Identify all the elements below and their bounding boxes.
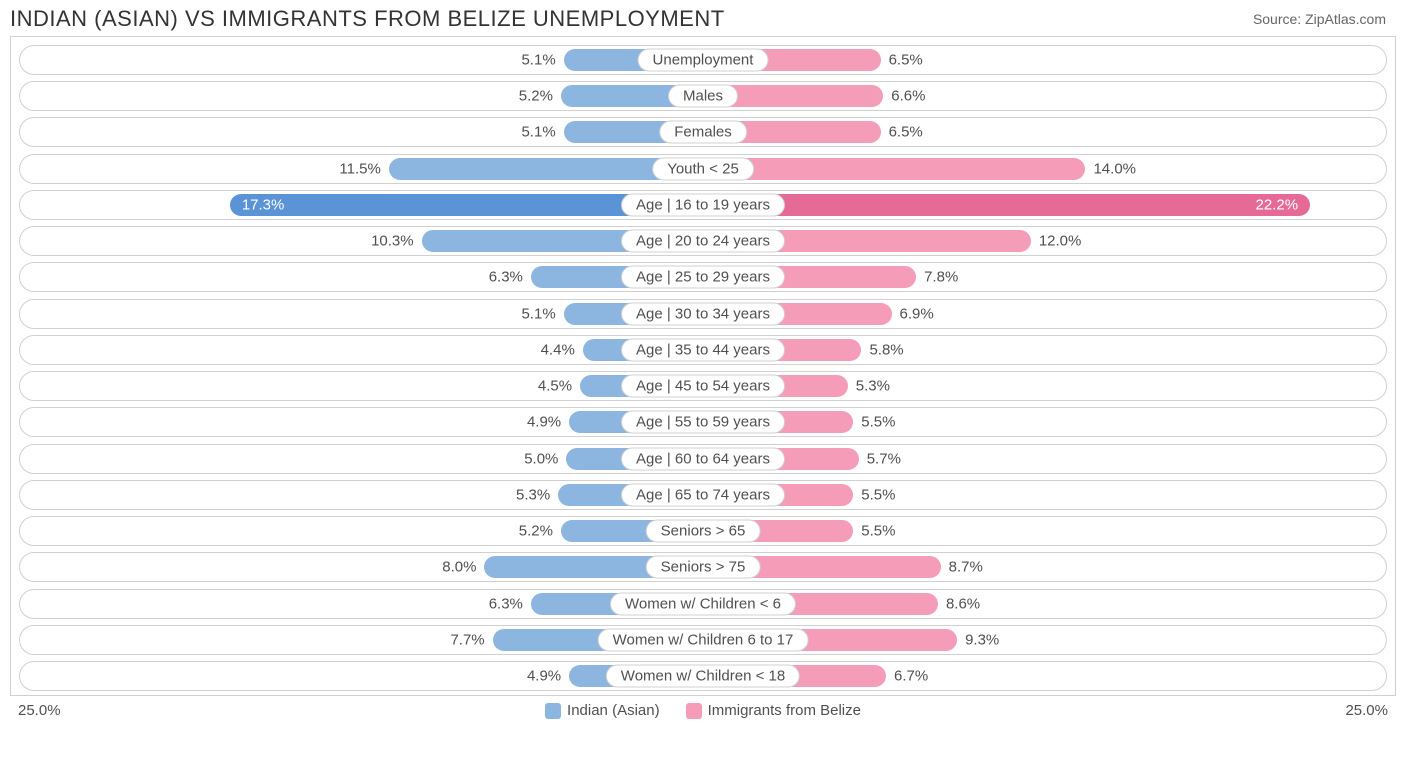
value-left: 4.9% [527,667,561,684]
chart-row: 5.1% 6.9% Age | 30 to 34 years [19,299,1387,329]
chart-title: INDIAN (ASIAN) VS IMMIGRANTS FROM BELIZE… [10,6,725,32]
value-left: 5.0% [524,450,558,467]
value-right: 6.5% [889,52,923,69]
chart-area: 5.1% 6.5% Unemployment 5.2% 6.6% Males 5.1% 6.5… [10,36,1396,696]
value-left: 4.4% [541,341,575,358]
row-label: Age | 30 to 34 years [621,302,785,325]
value-right: 5.8% [869,341,903,358]
bar-right [703,158,1085,180]
row-label: Males [668,85,738,108]
chart-row: 6.3% 8.6% Women w/ Children < 6 [19,589,1387,619]
row-label: Youth < 25 [652,157,754,180]
row-label: Age | 25 to 29 years [621,266,785,289]
chart-row: 4.4% 5.8% Age | 35 to 44 years [19,335,1387,365]
legend-swatch-right [686,703,702,719]
value-left: 6.3% [489,595,523,612]
chart-row: 17.3% 22.2% Age | 16 to 19 years [19,190,1387,220]
value-left: 11.5% [339,160,380,177]
value-left: 5.3% [516,486,550,503]
chart-row: 11.5% 14.0% Youth < 25 [19,154,1387,184]
legend: Indian (Asian) Immigrants from Belize [545,702,861,719]
chart-row: 4.5% 5.3% Age | 45 to 54 years [19,371,1387,401]
value-right: 5.5% [861,486,895,503]
value-left: 10.3% [371,233,414,250]
legend-label-left: Indian (Asian) [567,702,660,719]
value-right: 5.7% [867,450,901,467]
value-left: 5.1% [521,305,555,322]
value-left: 7.7% [450,631,484,648]
value-right: 22.2% [1256,196,1299,213]
chart-row: 5.1% 6.5% Unemployment [19,45,1387,75]
row-label: Seniors > 75 [646,556,761,579]
row-label: Age | 16 to 19 years [621,193,785,216]
chart-header: INDIAN (ASIAN) VS IMMIGRANTS FROM BELIZE… [0,0,1406,36]
value-left: 4.5% [538,378,572,395]
value-right: 5.3% [856,378,890,395]
axis-right-max: 25.0% [1345,702,1388,719]
value-left: 4.9% [527,414,561,431]
value-right: 7.8% [924,269,958,286]
legend-label-right: Immigrants from Belize [708,702,861,719]
value-left: 17.3% [242,196,285,213]
row-label: Females [659,121,747,144]
chart-row: 10.3% 12.0% Age | 20 to 24 years [19,226,1387,256]
value-left: 5.1% [521,52,555,69]
legend-swatch-left [545,703,561,719]
row-label: Age | 55 to 59 years [621,411,785,434]
legend-item-left: Indian (Asian) [545,702,660,719]
value-right: 6.7% [894,667,928,684]
chart-row: 4.9% 6.7% Women w/ Children < 18 [19,661,1387,691]
chart-row: 6.3% 7.8% Age | 25 to 29 years [19,262,1387,292]
row-label: Unemployment [638,49,769,72]
bar-right [703,194,1310,216]
row-label: Women w/ Children < 18 [606,664,800,687]
row-label: Age | 20 to 24 years [621,230,785,253]
chart-footer: 25.0% Indian (Asian) Immigrants from Bel… [0,696,1406,719]
row-label: Age | 45 to 54 years [621,375,785,398]
row-label: Age | 60 to 64 years [621,447,785,470]
legend-item-right: Immigrants from Belize [686,702,861,719]
chart-row: 5.2% 6.6% Males [19,81,1387,111]
value-left: 5.2% [519,88,553,105]
value-right: 6.5% [889,124,923,141]
chart-row: 4.9% 5.5% Age | 55 to 59 years [19,407,1387,437]
chart-row: 7.7% 9.3% Women w/ Children 6 to 17 [19,625,1387,655]
value-right: 12.0% [1039,233,1082,250]
value-left: 5.1% [521,124,555,141]
axis-left-max: 25.0% [18,702,61,719]
row-label: Age | 35 to 44 years [621,338,785,361]
chart-source: Source: ZipAtlas.com [1253,11,1386,27]
value-left: 5.2% [519,523,553,540]
value-right: 5.5% [861,523,895,540]
row-label: Age | 65 to 74 years [621,483,785,506]
chart-row: 5.2% 5.5% Seniors > 65 [19,516,1387,546]
chart-row: 5.0% 5.7% Age | 60 to 64 years [19,444,1387,474]
value-right: 6.6% [891,88,925,105]
row-label: Women w/ Children 6 to 17 [598,628,809,651]
value-right: 14.0% [1093,160,1136,177]
value-right: 9.3% [965,631,999,648]
row-label: Women w/ Children < 6 [610,592,796,615]
chart-row: 8.0% 8.7% Seniors > 75 [19,552,1387,582]
row-label: Seniors > 65 [646,520,761,543]
value-right: 8.6% [946,595,980,612]
value-left: 6.3% [489,269,523,286]
value-right: 6.9% [900,305,934,322]
value-left: 8.0% [442,559,476,576]
value-right: 8.7% [949,559,983,576]
chart-row: 5.3% 5.5% Age | 65 to 74 years [19,480,1387,510]
chart-row: 5.1% 6.5% Females [19,117,1387,147]
value-right: 5.5% [861,414,895,431]
